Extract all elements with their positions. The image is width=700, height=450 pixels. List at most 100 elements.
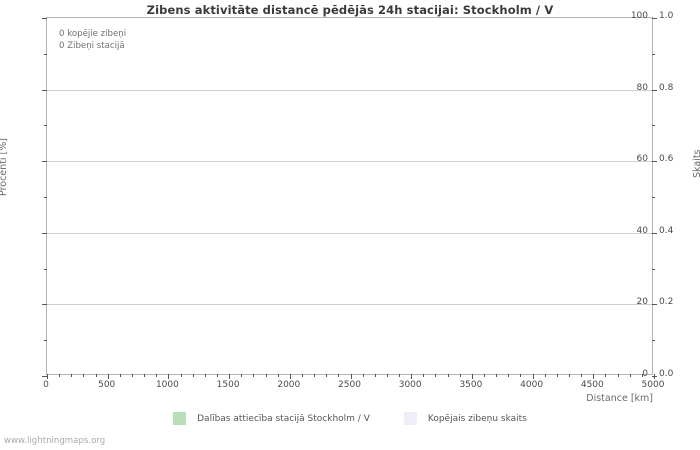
legend-item[interactable]: Dalības attiecība stacijā Stockholm / V bbox=[173, 412, 370, 425]
x-axis-tick bbox=[617, 374, 619, 377]
x-axis-tick-label: 3500 bbox=[459, 380, 483, 390]
x-axis-tick bbox=[532, 374, 534, 379]
x-axis-tick bbox=[301, 374, 303, 377]
gridline bbox=[47, 304, 652, 306]
x-axis-tick bbox=[326, 374, 328, 377]
x-axis-tick bbox=[156, 374, 158, 377]
x-axis-tick bbox=[484, 374, 486, 377]
x-axis-tick bbox=[59, 374, 61, 377]
x-axis-tick bbox=[229, 374, 231, 379]
x-axis-tick bbox=[204, 374, 206, 377]
x-axis-tick bbox=[192, 374, 194, 377]
y-axis-tick bbox=[42, 89, 47, 91]
gridline bbox=[47, 161, 652, 163]
x-axis-tick-label: 2000 bbox=[277, 380, 301, 390]
y-axis-tick-label: 60 bbox=[636, 154, 648, 165]
plot-area: 0 kopējie zibeņi 0 Zibeņi stacijā bbox=[42, 17, 657, 379]
x-axis-tick-label: 2500 bbox=[338, 380, 361, 390]
x-axis-tick-label: 5000 bbox=[641, 380, 665, 390]
gridline bbox=[47, 89, 652, 91]
legend-label: Dalības attiecība stacijā Stockholm / V bbox=[197, 413, 370, 424]
annotation-station-strokes: 0 Zibeņi stacijā bbox=[59, 40, 125, 51]
x-axis-tick bbox=[180, 374, 182, 377]
x-axis-tick bbox=[471, 374, 473, 379]
x-axis-tick bbox=[253, 374, 255, 377]
y-axis-tick bbox=[42, 18, 47, 19]
x-axis-tick bbox=[435, 374, 437, 377]
y-axis-tick bbox=[44, 340, 47, 342]
y-axis-right-title: Skaits bbox=[692, 149, 700, 179]
y-axis-tick bbox=[42, 304, 47, 306]
y-axis-right-tick bbox=[652, 340, 655, 342]
x-axis-tick bbox=[95, 374, 97, 377]
x-axis-tick bbox=[459, 374, 461, 377]
x-axis-tick bbox=[654, 374, 655, 379]
x-axis-tick bbox=[47, 374, 48, 379]
y-axis-tick-label: 40 bbox=[636, 225, 648, 236]
x-axis-tick bbox=[131, 374, 133, 377]
x-axis-tick-label: 3000 bbox=[398, 380, 422, 390]
y-axis-right-tick bbox=[652, 125, 655, 127]
x-axis-tick bbox=[520, 374, 522, 377]
annotation-total-strokes: 0 kopējie zibeņi bbox=[59, 29, 127, 39]
x-axis-tick bbox=[314, 374, 316, 377]
x-axis-tick bbox=[216, 374, 218, 377]
x-axis-tick-label: 0 bbox=[43, 380, 49, 390]
x-axis-tick bbox=[411, 374, 413, 379]
x-axis-tick bbox=[508, 374, 510, 377]
x-axis-tick bbox=[399, 374, 401, 377]
legend-swatch-icon bbox=[403, 412, 417, 425]
x-axis-tick bbox=[289, 374, 291, 379]
y-axis-tick-label: 20 bbox=[636, 297, 648, 308]
y-axis-right-tick bbox=[652, 89, 657, 91]
x-axis-tick-label: 1500 bbox=[216, 380, 240, 390]
legend-item[interactable]: Kopējais zibeņu skaits bbox=[403, 412, 527, 425]
y-axis-right-tick bbox=[652, 304, 657, 306]
y-axis-right-tick-label: 0.6 bbox=[659, 154, 674, 165]
x-axis-tick bbox=[119, 374, 121, 377]
chart-title: Zibens aktivitāte distancē pēdējās 24h s… bbox=[146, 3, 554, 17]
x-axis-tick bbox=[71, 374, 73, 377]
x-axis-tick bbox=[641, 374, 643, 377]
x-axis-tick-label: 500 bbox=[98, 380, 116, 390]
x-axis-tick bbox=[362, 374, 364, 377]
y-axis-right-tick bbox=[652, 161, 657, 163]
x-axis-tick bbox=[544, 374, 546, 377]
y-axis-tick-label: 80 bbox=[636, 82, 648, 93]
y-axis-tick bbox=[42, 376, 47, 377]
y-axis-left-title: Procenti [%] bbox=[0, 138, 9, 196]
legend-swatch-icon bbox=[173, 412, 187, 425]
x-axis-tick bbox=[386, 374, 388, 377]
x-axis-tick bbox=[83, 374, 85, 377]
x-axis-tick bbox=[107, 374, 109, 379]
y-axis-right-tick bbox=[652, 197, 655, 198]
y-axis-tick bbox=[44, 268, 47, 270]
x-axis-tick bbox=[593, 374, 595, 379]
x-axis-tick bbox=[569, 374, 571, 377]
gridline bbox=[47, 232, 652, 234]
x-axis-tick bbox=[629, 374, 631, 377]
x-axis-tick bbox=[447, 374, 449, 377]
x-axis-tick-label: 4000 bbox=[520, 380, 544, 390]
y-axis-right-tick-label: 0.8 bbox=[659, 82, 674, 93]
chart-legend: Dalības attiecība stacijā Stockholm / V K… bbox=[0, 412, 700, 425]
x-axis-title: Distance [km] bbox=[586, 393, 653, 404]
y-axis-tick bbox=[42, 161, 47, 163]
x-axis-tick bbox=[168, 374, 170, 379]
legend-label: Kopējais zibeņu skaits bbox=[427, 413, 527, 424]
y-axis-tick bbox=[44, 197, 47, 198]
y-axis-tick bbox=[42, 232, 47, 234]
x-axis-tick bbox=[605, 374, 607, 377]
y-axis-tick bbox=[44, 125, 47, 127]
y-axis-right-tick-label: 0.4 bbox=[659, 225, 674, 236]
x-axis-tick bbox=[374, 374, 376, 377]
x-axis-tick bbox=[350, 374, 352, 379]
plot-annotation: 0 kopējie zibeņi 0 Zibeņi stacijā bbox=[59, 29, 126, 52]
x-axis-tick bbox=[277, 374, 279, 377]
y-axis-right-tick bbox=[652, 232, 657, 234]
y-axis-right-tick-label: 0.0 bbox=[659, 369, 674, 379]
footer-watermark: www.lightningmaps.org bbox=[4, 436, 106, 446]
y-axis-right-tick bbox=[652, 268, 655, 270]
y-axis-tick-label: 100 bbox=[630, 11, 648, 21]
